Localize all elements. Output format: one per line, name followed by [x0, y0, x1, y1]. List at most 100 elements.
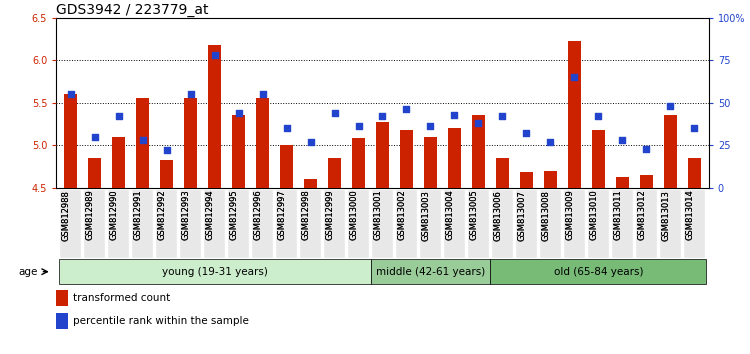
Text: GSM812994: GSM812994	[206, 190, 214, 240]
Bar	[304, 179, 317, 188]
FancyBboxPatch shape	[492, 190, 513, 258]
Bar	[376, 122, 389, 188]
Point	[112, 113, 125, 119]
Point	[640, 146, 652, 152]
Text: GSM813014: GSM813014	[686, 190, 694, 240]
Text: GSM812989: GSM812989	[86, 190, 94, 240]
Point	[280, 125, 292, 131]
Text: GSM812990: GSM812990	[110, 190, 118, 240]
Bar	[112, 137, 125, 188]
Text: GSM813005: GSM813005	[470, 190, 478, 240]
Bar	[448, 128, 461, 188]
Point	[544, 139, 556, 144]
Text: transformed count: transformed count	[73, 293, 170, 303]
Text: age: age	[19, 267, 38, 277]
Text: GSM813006: GSM813006	[494, 190, 502, 241]
FancyBboxPatch shape	[324, 190, 345, 258]
Bar	[160, 160, 173, 188]
Point	[136, 137, 148, 143]
Text: GSM813000: GSM813000	[350, 190, 358, 240]
Point	[688, 125, 700, 131]
Text: GSM813012: GSM813012	[638, 190, 646, 240]
Text: middle (42-61 years): middle (42-61 years)	[376, 267, 485, 277]
Text: GSM812997: GSM812997	[278, 190, 286, 240]
Text: GSM813004: GSM813004	[446, 190, 454, 240]
Text: GSM813014: GSM813014	[686, 190, 694, 240]
Text: GSM813003: GSM813003	[422, 190, 430, 241]
FancyBboxPatch shape	[420, 190, 441, 258]
Bar	[472, 115, 485, 188]
Bar	[496, 158, 509, 188]
Text: GSM813013: GSM813013	[662, 190, 670, 241]
Text: GSM812988: GSM812988	[62, 190, 70, 241]
Point	[448, 112, 460, 118]
Text: GSM812998: GSM812998	[302, 190, 310, 240]
FancyBboxPatch shape	[540, 190, 561, 258]
FancyBboxPatch shape	[58, 259, 370, 285]
Bar	[592, 130, 605, 188]
Point	[424, 124, 436, 129]
Text: GSM812992: GSM812992	[158, 190, 166, 240]
Bar	[520, 172, 533, 188]
Point	[520, 130, 532, 136]
Text: GSM813005: GSM813005	[470, 190, 478, 240]
Point	[496, 113, 508, 119]
Text: GSM813009: GSM813009	[566, 190, 574, 240]
Point	[64, 91, 76, 97]
Text: GSM812998: GSM812998	[302, 190, 310, 240]
FancyBboxPatch shape	[180, 190, 202, 258]
Text: GSM813013: GSM813013	[662, 190, 670, 241]
Point	[376, 113, 388, 119]
Point	[209, 52, 220, 58]
Text: GSM812988: GSM812988	[62, 190, 70, 241]
Bar	[400, 130, 413, 188]
Text: GSM812996: GSM812996	[254, 190, 262, 240]
FancyBboxPatch shape	[252, 190, 273, 258]
Text: GSM813002: GSM813002	[398, 190, 406, 240]
FancyBboxPatch shape	[396, 190, 417, 258]
Point	[256, 91, 268, 97]
Text: GSM813012: GSM813012	[638, 190, 646, 240]
FancyBboxPatch shape	[228, 190, 249, 258]
Bar	[136, 98, 149, 188]
FancyBboxPatch shape	[659, 190, 681, 258]
Text: GSM812993: GSM812993	[182, 190, 190, 240]
Bar	[568, 41, 581, 188]
Bar	[256, 98, 269, 188]
FancyBboxPatch shape	[563, 190, 585, 258]
Text: GSM812997: GSM812997	[278, 190, 286, 240]
Point	[232, 110, 244, 116]
Text: GSM813004: GSM813004	[446, 190, 454, 240]
Text: GSM813011: GSM813011	[614, 190, 622, 240]
Point	[616, 137, 628, 143]
Text: GSM813001: GSM813001	[374, 190, 382, 240]
FancyBboxPatch shape	[60, 190, 82, 258]
Bar	[208, 45, 221, 188]
FancyBboxPatch shape	[372, 190, 393, 258]
Text: GSM813007: GSM813007	[518, 190, 526, 241]
Bar	[56, 313, 68, 329]
FancyBboxPatch shape	[444, 190, 465, 258]
Text: GSM812995: GSM812995	[230, 190, 238, 240]
Text: GSM813006: GSM813006	[494, 190, 502, 241]
Text: GSM812989: GSM812989	[86, 190, 94, 240]
FancyBboxPatch shape	[132, 190, 154, 258]
Point	[304, 139, 316, 144]
Text: GSM813008: GSM813008	[542, 190, 550, 241]
FancyBboxPatch shape	[587, 190, 609, 258]
Bar	[88, 158, 101, 188]
Point	[400, 107, 412, 112]
FancyBboxPatch shape	[490, 259, 706, 285]
Point	[160, 147, 172, 153]
Text: GSM813010: GSM813010	[590, 190, 598, 240]
Text: GSM812994: GSM812994	[206, 190, 214, 240]
Text: GSM812991: GSM812991	[134, 190, 142, 240]
Text: GSM813010: GSM813010	[590, 190, 598, 240]
FancyBboxPatch shape	[468, 190, 489, 258]
Text: GSM812999: GSM812999	[326, 190, 334, 240]
FancyBboxPatch shape	[84, 190, 106, 258]
Text: GSM812993: GSM812993	[182, 190, 190, 240]
Text: GSM812992: GSM812992	[158, 190, 166, 240]
Bar	[232, 115, 245, 188]
Point	[592, 113, 604, 119]
